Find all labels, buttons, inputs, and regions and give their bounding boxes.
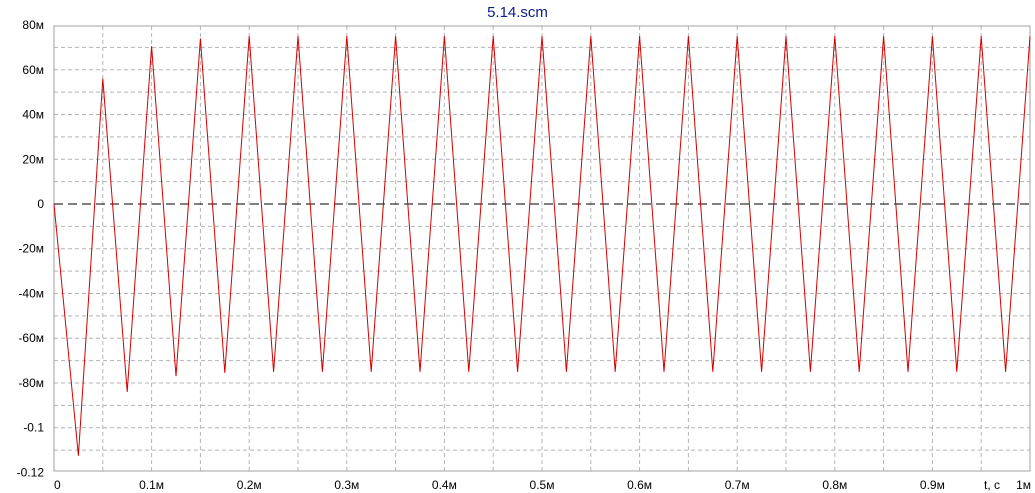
y-tick-label: -60м: [18, 331, 44, 345]
series-group: [53, 36, 1031, 456]
x-tick-labels: 0 0.1м 0.2м 0.3м 0.4м 0.5м 0.6м 0.7м 0.8м 0.9м 1м: [54, 478, 1031, 492]
grid: [54, 26, 1030, 471]
y-tick-label: -0.12: [17, 465, 45, 479]
y-tick-label: -40м: [18, 286, 44, 300]
y-tick-label: -80м: [18, 376, 44, 390]
x-tick-label: 0.3м: [334, 478, 359, 492]
chart-title: 5.14.scm: [487, 4, 548, 21]
y-tick-label: 20м: [22, 152, 44, 166]
y-tick-label: -20м: [18, 242, 44, 256]
y-tick-labels: 80м 60м 40м 20м 0 -20м -40м -60м -80м -0.1 -0.12: [17, 18, 45, 479]
x-tick-label: 0: [54, 478, 61, 492]
x-tick-label: 0.4м: [432, 478, 457, 492]
x-tick-label: 0.2м: [237, 478, 262, 492]
x-tick-label: 0.6м: [627, 478, 652, 492]
plot-frame: [53, 25, 1031, 472]
y-tick-label: -0.1: [23, 421, 44, 435]
x-axis-label: t, с: [984, 478, 1000, 492]
series-line-0: [53, 36, 1031, 456]
x-tick-label: 1м: [1016, 478, 1031, 492]
y-tick-label: 0: [37, 197, 44, 211]
y-tick-label: 80м: [22, 18, 44, 32]
x-tick-label: 0.5м: [530, 478, 555, 492]
y-tick-label: 60м: [22, 63, 44, 77]
x-tick-label: 0.8м: [822, 478, 847, 492]
x-tick-label: 0.9м: [920, 478, 945, 492]
x-tick-label: 0.7м: [725, 478, 750, 492]
x-tick-label: 0.1м: [139, 478, 164, 492]
y-tick-label: 40м: [22, 108, 44, 122]
